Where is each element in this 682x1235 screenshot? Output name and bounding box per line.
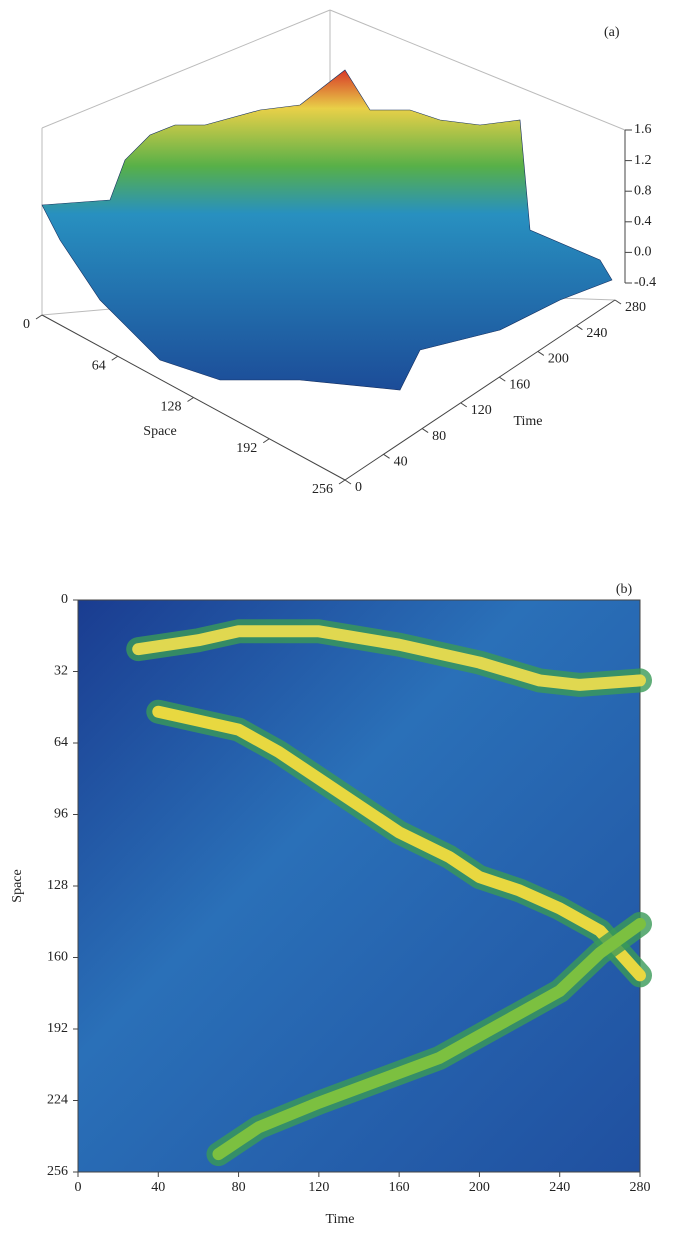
y-tick-label: 200 xyxy=(548,352,569,367)
y-tick-label: 0 xyxy=(61,592,68,607)
z-tick-label: 0.0 xyxy=(634,245,652,260)
y-tick-label: 192 xyxy=(47,1021,68,1036)
y-tick-label: 0 xyxy=(355,480,362,495)
z-tick-label: 1.2 xyxy=(634,153,652,168)
track xyxy=(152,705,646,982)
x-tick-label: 280 xyxy=(630,1180,651,1195)
axis-label: Space xyxy=(10,869,25,902)
x-tick-label: 80 xyxy=(232,1180,246,1195)
y-tick-label: 256 xyxy=(47,1164,68,1179)
x-tick-label: 200 xyxy=(469,1180,490,1195)
y-tick-label: 80 xyxy=(432,429,446,444)
x-tick-label: 120 xyxy=(308,1180,329,1195)
z-tick-label: 0.4 xyxy=(634,214,652,229)
track xyxy=(212,917,646,1161)
x-tick-label: 0 xyxy=(23,317,30,332)
x-tick-label: 0 xyxy=(75,1180,82,1195)
axis-label: Time xyxy=(325,1212,354,1227)
x-tick-label: 192 xyxy=(236,441,257,456)
y-tick-label: 40 xyxy=(394,455,408,470)
y-tick-label: 240 xyxy=(586,326,607,341)
y-tick-label: 160 xyxy=(509,377,530,392)
x-tick-label: 256 xyxy=(312,482,333,497)
panel-label: (b) xyxy=(616,582,633,597)
y-tick-label: 96 xyxy=(54,807,68,822)
axis-label: Time xyxy=(513,414,542,429)
y-tick-label: 224 xyxy=(47,1093,68,1108)
y-tick-label: 128 xyxy=(47,878,68,893)
tick-mark xyxy=(576,325,583,331)
z-tick-label: -0.4 xyxy=(634,275,656,290)
y-tick-label: 280 xyxy=(625,300,646,315)
tick-mark xyxy=(35,314,43,320)
tick-mark xyxy=(338,479,346,485)
y-tick-label: 64 xyxy=(54,735,68,750)
surface xyxy=(41,69,613,391)
axis-line xyxy=(344,299,616,481)
tick-mark xyxy=(187,397,194,402)
x-tick-label: 40 xyxy=(151,1180,165,1195)
x-tick-label: 128 xyxy=(161,400,182,415)
tick-mark xyxy=(499,376,506,382)
tick-mark xyxy=(460,402,467,408)
z-tick-label: 0.8 xyxy=(634,183,652,198)
tick-mark xyxy=(344,479,352,485)
tick-mark xyxy=(537,351,545,356)
tick-mark xyxy=(383,453,390,459)
panel-label: (a) xyxy=(604,25,620,40)
z-tick-label: 1.6 xyxy=(634,122,652,137)
axis-label: Space xyxy=(143,424,176,439)
x-tick-label: 160 xyxy=(389,1180,410,1195)
y-tick-label: 32 xyxy=(54,664,68,679)
x-tick-label: 240 xyxy=(549,1180,570,1195)
tick-mark xyxy=(262,438,270,444)
track xyxy=(132,625,646,691)
tick-mark xyxy=(111,355,119,361)
tick-mark xyxy=(421,428,429,433)
tick-mark xyxy=(614,299,622,305)
x-tick-label: 64 xyxy=(92,358,106,373)
y-tick-label: 120 xyxy=(471,403,492,418)
y-tick-label: 160 xyxy=(47,950,68,965)
